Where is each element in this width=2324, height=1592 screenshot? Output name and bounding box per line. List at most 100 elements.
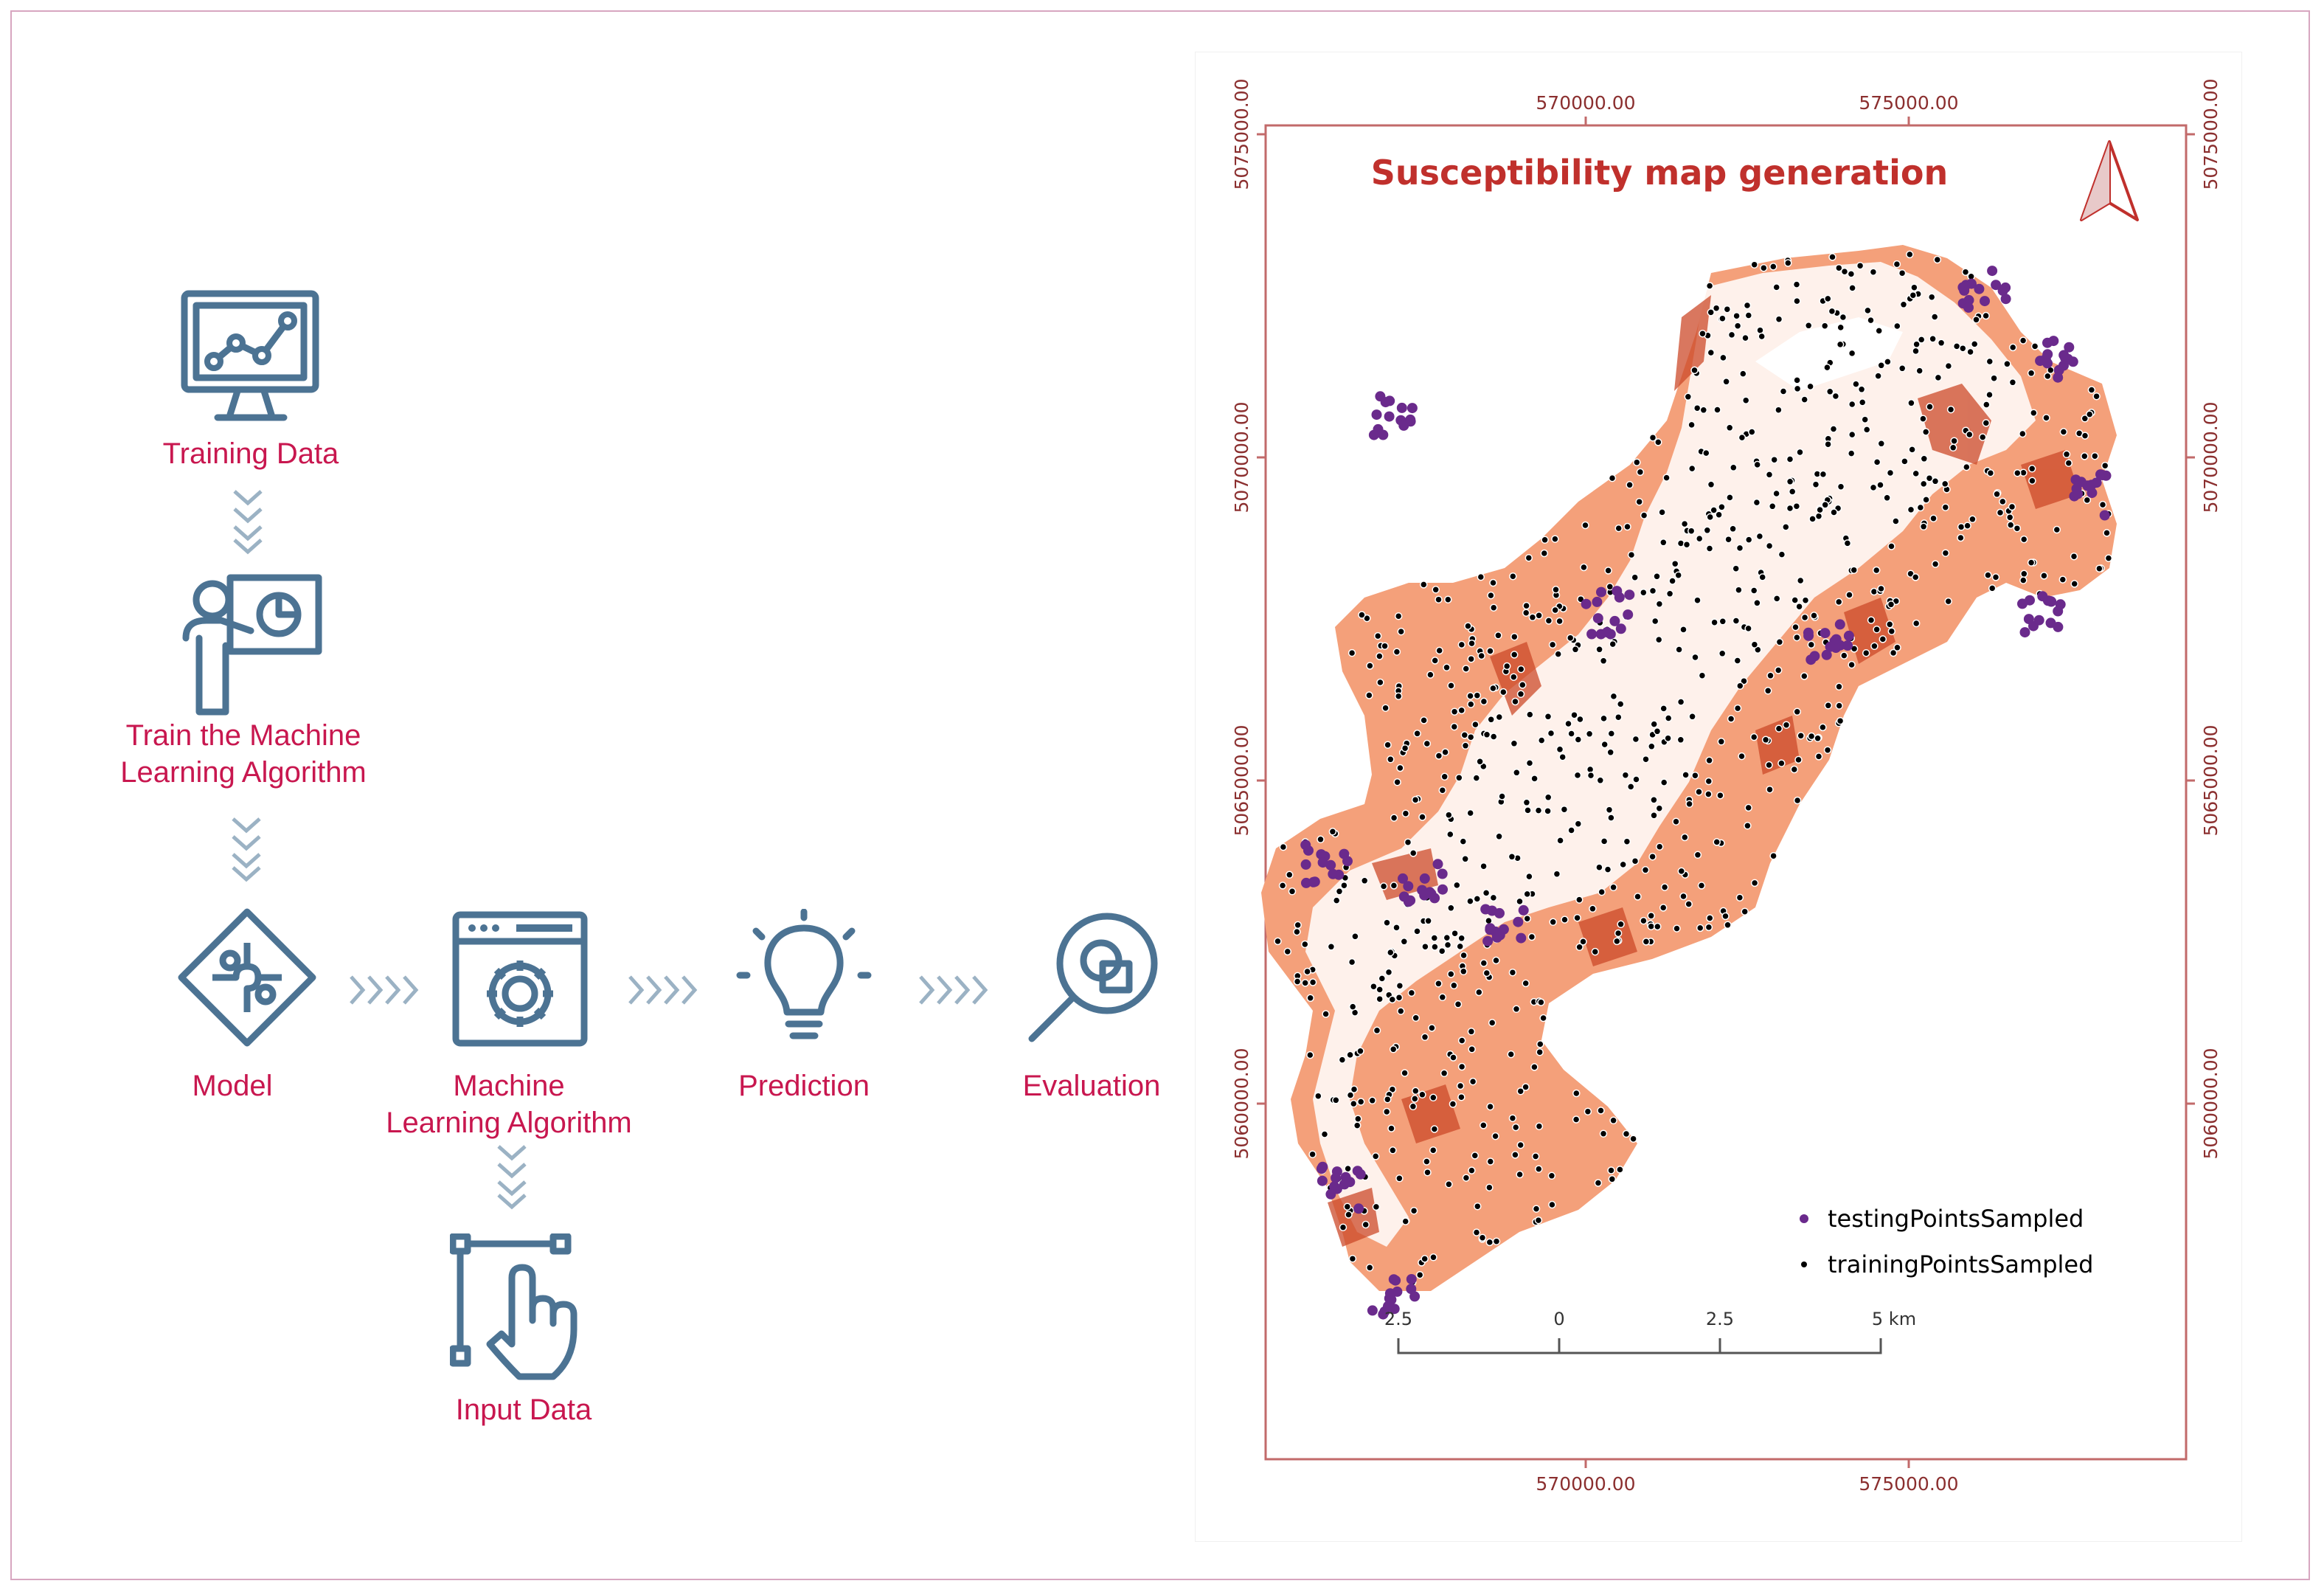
training-point <box>1492 956 1500 965</box>
training-point <box>1599 1129 1608 1138</box>
training-point <box>1547 1171 1556 1180</box>
training-point <box>1707 348 1716 357</box>
training-point <box>1741 907 1749 916</box>
training-point <box>1978 433 1987 441</box>
training-point <box>1640 511 1648 519</box>
training-point <box>1655 804 1664 812</box>
training-point <box>1664 714 1673 722</box>
training-point <box>1384 968 1393 977</box>
training-point <box>1836 482 1845 491</box>
training-point <box>1930 313 1939 321</box>
training-point <box>1508 1114 1517 1122</box>
training-point <box>1999 497 2007 506</box>
training-point <box>1306 994 1314 1003</box>
training-point <box>1718 314 1727 322</box>
training-point <box>1704 790 1713 798</box>
training-point <box>1806 382 1814 391</box>
training-point <box>1808 515 1817 523</box>
training-point <box>1944 597 1952 606</box>
training-point <box>2104 554 2113 562</box>
training-point <box>1727 330 1736 339</box>
training-point <box>2006 521 2015 529</box>
training-point <box>1659 778 1668 786</box>
training-point <box>1744 536 1753 544</box>
training-point <box>2019 336 2028 345</box>
testing-point <box>1403 881 1414 892</box>
training-point <box>1623 837 1631 845</box>
training-point <box>1788 488 1797 496</box>
training-point <box>1702 449 1710 457</box>
training-point <box>1344 1164 1352 1173</box>
training-point <box>1395 1174 1404 1183</box>
training-point <box>1314 1092 1322 1100</box>
training-point <box>1919 522 1928 531</box>
training-point <box>1348 1254 1357 1263</box>
training-point <box>1526 710 1534 719</box>
training-point <box>1996 508 2005 517</box>
training-point <box>1641 866 1650 874</box>
training-point <box>1424 917 1432 925</box>
training-point <box>1697 882 1706 890</box>
testing-point <box>1803 630 1814 641</box>
training-point <box>1982 311 1990 320</box>
testing-point <box>2087 488 2098 499</box>
training-point <box>1485 916 1493 925</box>
training-point <box>1695 788 1703 796</box>
ml-algorithm-label: Machine Learning Algorithm <box>354 1067 664 1141</box>
y-tick-right-2: 5070000.00 <box>2200 401 2221 513</box>
training-point <box>1983 401 1991 409</box>
training-point <box>2030 409 2038 417</box>
training-point <box>1648 586 1657 595</box>
training-point <box>1893 260 1901 269</box>
training-point <box>1753 599 1761 607</box>
training-point <box>1607 1166 1615 1174</box>
chevron-right-icon <box>628 975 698 1005</box>
testing-point <box>1843 630 1854 641</box>
training-point <box>1899 300 1908 309</box>
training-point <box>2019 535 2028 544</box>
training-point <box>1874 372 1882 380</box>
training-point <box>1488 1019 1496 1027</box>
training-point <box>1845 591 1853 599</box>
training-point <box>2083 496 2092 505</box>
training-point <box>1360 876 1369 885</box>
training-point <box>1819 470 1828 479</box>
legend-training-label: trainingPointsSampled <box>1828 1250 2093 1278</box>
training-point <box>1421 1033 1429 1042</box>
testing-point <box>1809 651 1820 662</box>
testing-point <box>2070 474 2081 485</box>
training-point <box>1530 775 1539 783</box>
training-point <box>1573 771 1582 780</box>
training-point <box>1420 581 1428 589</box>
training-point <box>1462 665 1470 673</box>
training-point <box>1535 1165 1543 1173</box>
testing-points <box>1300 266 2112 1320</box>
training-point <box>1617 920 1625 929</box>
training-point <box>1457 640 1466 649</box>
training-point <box>1548 1200 1556 1209</box>
training-point <box>1522 1083 1530 1091</box>
testing-point <box>1325 859 1336 871</box>
training-point <box>1574 736 1583 744</box>
training-point <box>1623 522 1631 531</box>
training-point <box>1317 835 1325 844</box>
training-point <box>1907 399 1915 407</box>
training-point <box>1608 474 1617 482</box>
training-point <box>1672 817 1680 826</box>
training-point <box>1467 1028 1476 1036</box>
y-tick-left-1: 5075000.00 <box>1231 78 1252 190</box>
training-point <box>1626 481 1634 489</box>
training-point <box>1487 716 1495 724</box>
training-point <box>1595 646 1603 654</box>
training-point <box>1816 505 1824 514</box>
training-point <box>1674 571 1682 579</box>
training-point <box>1519 681 1527 689</box>
training-point <box>1774 666 1783 674</box>
training-point <box>1718 617 1727 626</box>
training-point <box>1909 291 1918 300</box>
training-point <box>1567 826 1575 834</box>
training-point <box>1322 1010 1330 1018</box>
training-point <box>1830 508 1838 516</box>
training-point <box>1574 820 1583 828</box>
training-point <box>1486 1157 1495 1166</box>
